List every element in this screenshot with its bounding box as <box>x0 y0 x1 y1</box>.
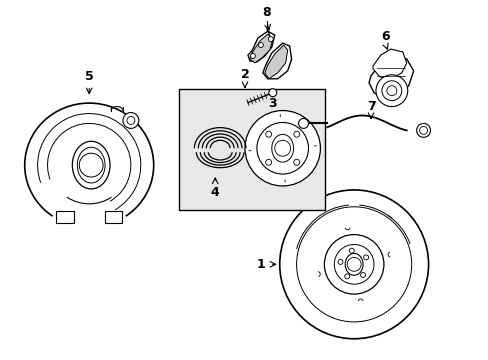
Circle shape <box>381 81 401 100</box>
Polygon shape <box>264 45 287 79</box>
Circle shape <box>268 89 276 96</box>
Text: 5: 5 <box>84 70 93 83</box>
Text: 2: 2 <box>240 68 249 81</box>
Circle shape <box>344 274 349 279</box>
Circle shape <box>127 117 135 125</box>
Circle shape <box>293 131 299 137</box>
Wedge shape <box>52 165 126 231</box>
Circle shape <box>348 248 353 253</box>
Circle shape <box>250 54 255 58</box>
Circle shape <box>265 159 271 165</box>
Circle shape <box>296 207 411 322</box>
Circle shape <box>363 255 368 260</box>
Polygon shape <box>263 43 291 79</box>
Polygon shape <box>368 56 413 99</box>
Ellipse shape <box>72 141 110 189</box>
Text: 6: 6 <box>381 30 389 43</box>
Text: 1: 1 <box>256 258 264 271</box>
Circle shape <box>346 257 360 271</box>
Circle shape <box>298 118 308 129</box>
Circle shape <box>79 153 103 177</box>
Circle shape <box>334 244 373 284</box>
Circle shape <box>375 75 407 107</box>
Circle shape <box>274 140 290 156</box>
Circle shape <box>256 122 308 174</box>
Circle shape <box>360 273 365 278</box>
Circle shape <box>258 42 263 48</box>
Ellipse shape <box>271 134 293 162</box>
Polygon shape <box>372 49 406 79</box>
Polygon shape <box>249 34 272 63</box>
Circle shape <box>279 190 427 339</box>
Text: 3: 3 <box>267 97 276 110</box>
Circle shape <box>324 235 383 294</box>
Circle shape <box>386 86 396 96</box>
Circle shape <box>337 260 342 264</box>
Circle shape <box>268 37 273 41</box>
Text: 7: 7 <box>366 99 375 113</box>
Text: 8: 8 <box>262 6 270 19</box>
Text: 4: 4 <box>210 186 219 199</box>
Ellipse shape <box>77 147 105 183</box>
Circle shape <box>122 113 139 129</box>
FancyBboxPatch shape <box>104 211 122 223</box>
Circle shape <box>293 159 299 165</box>
Circle shape <box>244 111 320 186</box>
Circle shape <box>416 123 429 137</box>
Ellipse shape <box>345 253 362 275</box>
FancyBboxPatch shape <box>56 211 74 223</box>
Ellipse shape <box>25 103 153 227</box>
Circle shape <box>265 131 271 137</box>
Circle shape <box>419 126 427 134</box>
Polygon shape <box>247 31 274 62</box>
Bar <box>178 89 325 210</box>
